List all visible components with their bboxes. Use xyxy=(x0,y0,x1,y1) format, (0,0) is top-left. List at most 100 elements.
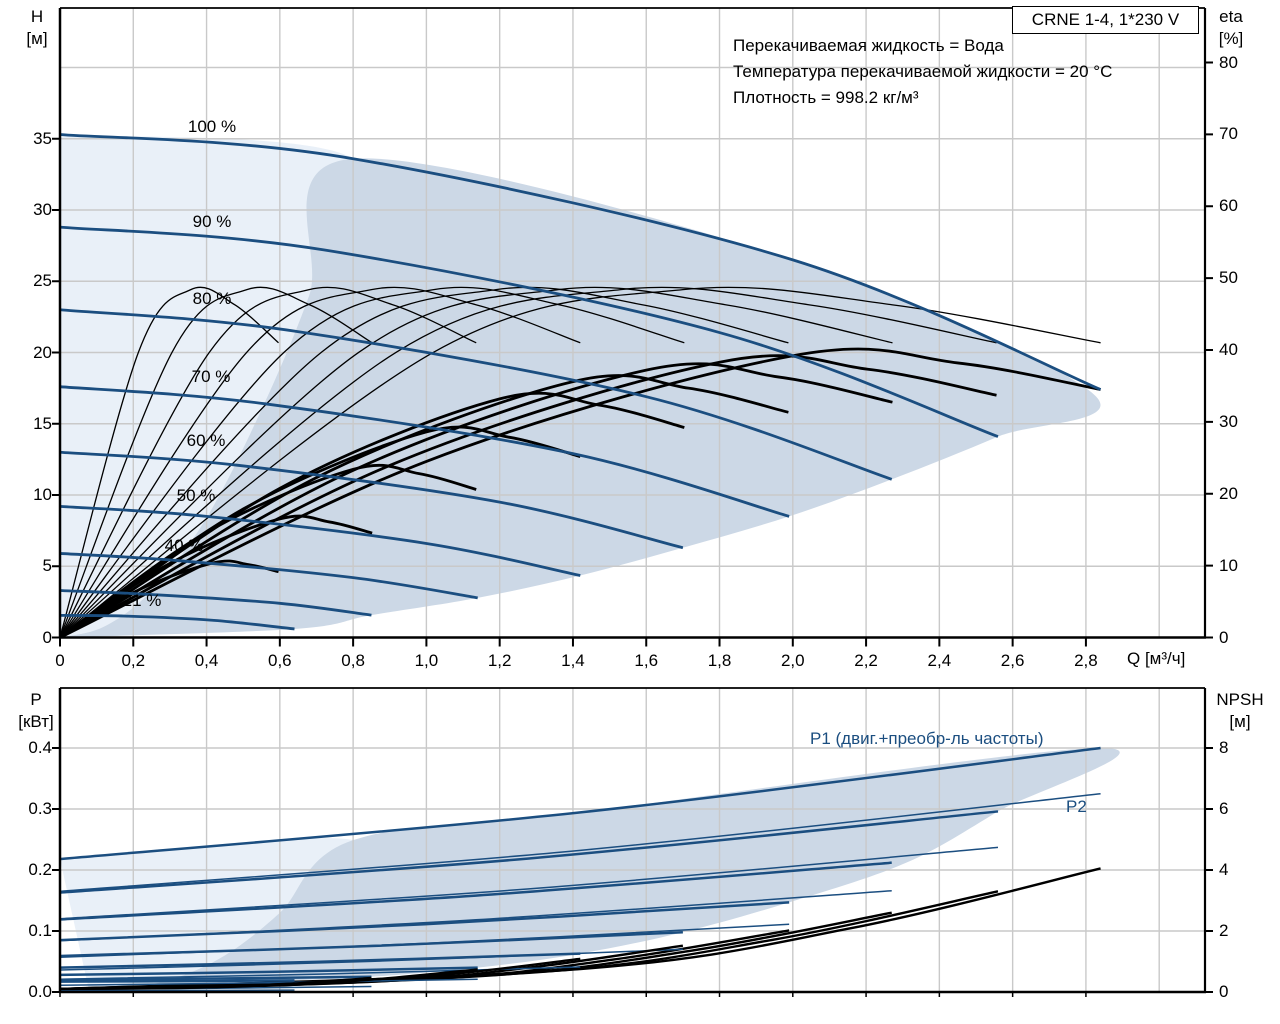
q-tick-label: 1,0 xyxy=(414,651,439,670)
q-tick-label: 2,4 xyxy=(927,651,952,670)
p2-curve-50 xyxy=(59,966,581,980)
speed-label-50: 50 % xyxy=(176,486,216,505)
speed-curve-90 xyxy=(59,225,999,438)
info-line-density: Плотность = 998.2 кг/м³ xyxy=(733,88,919,107)
eta-axis-unit: [%] xyxy=(1218,29,1244,48)
q-axis-label: Q [м³/ч] xyxy=(1127,649,1186,668)
p1-curve-30 xyxy=(59,975,372,982)
speed-curve-80 xyxy=(59,308,893,481)
speed-label-70: 70 % xyxy=(191,367,231,386)
eta-pump-curve-80 xyxy=(59,286,893,638)
p1-curve-100 xyxy=(59,746,1101,861)
eta-pump-curve-60 xyxy=(59,286,685,638)
h-axis-label: H xyxy=(30,7,44,26)
h-tick-label: 5 xyxy=(42,556,52,576)
p1-curve-50 xyxy=(59,952,581,969)
q-tick-label: 0 xyxy=(55,651,65,670)
p-tick-label: 0.2 xyxy=(28,860,52,879)
p-tick-label: 0.4 xyxy=(28,738,52,757)
q-tick-label: 0,4 xyxy=(194,651,219,670)
eta-unit-curve-90 xyxy=(59,354,997,639)
q-tick-label: 1,8 xyxy=(707,651,732,670)
speed-curve-70 xyxy=(59,385,790,518)
speed-curve-50 xyxy=(59,505,581,577)
q-tick-label: 2,6 xyxy=(1000,651,1025,670)
p2-curve-21 xyxy=(59,989,295,992)
h-tick-label: 30 xyxy=(33,200,52,219)
npsh-tick-label: 2 xyxy=(1219,921,1229,940)
eta-unit-curve-80 xyxy=(59,362,893,639)
q-tick-label: 2,0 xyxy=(780,651,805,670)
h-tick-label: 10 xyxy=(33,485,52,504)
eta-pump-curve-100 xyxy=(59,286,1101,639)
q-tick-label: 1,6 xyxy=(634,651,659,670)
q-tick-label: 0,2 xyxy=(121,651,146,670)
speed-label-90: 90 % xyxy=(192,212,232,231)
info-line-liquid: Перекачиваемая жидкость = Вода xyxy=(733,36,1004,55)
speed-label-60: 60 % xyxy=(186,431,226,450)
eta-tick-label: 50 xyxy=(1219,268,1238,288)
speed-label-100: 100 % xyxy=(187,117,237,136)
p2-curve-40 xyxy=(59,978,478,987)
speed-label-40: 40 % xyxy=(164,536,204,555)
eta-tick-label: 0 xyxy=(1219,627,1229,647)
npsh-axis-label: NPSH xyxy=(1216,690,1264,709)
eta-pump-curve-21 xyxy=(59,286,279,638)
p-tick-label: 0.0 xyxy=(28,982,52,1001)
p1-curve-60 xyxy=(59,930,683,958)
p2-curve-label: P2 xyxy=(1066,797,1087,816)
p-axis-label: P xyxy=(30,690,42,709)
eta-tick-label: 40 xyxy=(1219,340,1238,359)
eta-pump-curve-30 xyxy=(59,286,373,638)
operating-conditions: Перекачиваемая жидкость = Вода Температу… xyxy=(733,33,1112,111)
eta-unit-curve-100 xyxy=(59,347,1101,639)
p-tick-label: 0.3 xyxy=(28,799,52,818)
p-tick-label: 0.1 xyxy=(28,921,52,940)
speed-label-80: 80 % xyxy=(192,289,232,308)
p2-curve-100 xyxy=(59,793,1101,893)
pump-type-box: CRNE 1-4, 1*230 V xyxy=(1012,6,1199,34)
eta-tick-label: 60 xyxy=(1219,196,1238,216)
h-tick-label: 25 xyxy=(33,271,52,291)
eta-tick-label: 20 xyxy=(1219,483,1238,503)
speed-curve-40 xyxy=(59,552,478,600)
npsh-tick-label: 8 xyxy=(1219,738,1229,757)
eta-tick-label: 10 xyxy=(1219,555,1238,575)
eta-pump-curve-90 xyxy=(59,286,997,638)
p1-curve-90 xyxy=(59,810,999,894)
speed-label-21: 21 % xyxy=(122,591,162,610)
q-tick-label: 1,4 xyxy=(561,651,585,670)
eta-unit-curve-30 xyxy=(59,514,373,639)
h-tick-label: 35 xyxy=(33,128,52,148)
eta-tick-label: 70 xyxy=(1219,124,1238,144)
p1-curve-label: P1 (двиг.+преобр-ль частоты) xyxy=(810,729,1044,748)
q-tick-label: 0,6 xyxy=(268,651,292,670)
eta-tick-label: 30 xyxy=(1219,411,1238,431)
pump-type-text: CRNE 1-4, 1*230 V xyxy=(1031,10,1180,29)
speed-curve-30 xyxy=(59,589,372,617)
h-axis-unit: [м] xyxy=(26,29,48,48)
eta-unit-curve-40 xyxy=(59,463,477,639)
eta-pump-curve-40 xyxy=(59,286,477,638)
h-tick-label: 15 xyxy=(33,413,52,433)
q-tick-label: 1,2 xyxy=(487,651,512,670)
h-tick-label: 0 xyxy=(42,627,52,647)
npsh-curve-21 xyxy=(59,982,295,991)
p-axis-unit: [кВт] xyxy=(18,712,54,731)
q-tick-label: 2,2 xyxy=(854,651,878,670)
eta-axis-label: eta xyxy=(1219,7,1243,26)
npsh-tick-label: 4 xyxy=(1219,860,1229,879)
eta-pump-curve-50 xyxy=(59,286,581,638)
q-tick-label: 0,8 xyxy=(341,651,365,670)
h-tick-label: 20 xyxy=(33,342,52,362)
p1-curve-40 xyxy=(59,966,478,977)
p1-curve-70 xyxy=(59,901,790,942)
speed-curve-100 xyxy=(59,133,1102,391)
eta-tick-label: 80 xyxy=(1219,52,1238,72)
npsh-tick-label: 0 xyxy=(1219,982,1229,1001)
q-tick-label: 2,8 xyxy=(1074,651,1098,670)
p1-curve-80 xyxy=(59,861,892,921)
npsh-tick-label: 6 xyxy=(1219,799,1229,818)
speed-curve-21 xyxy=(59,614,295,631)
